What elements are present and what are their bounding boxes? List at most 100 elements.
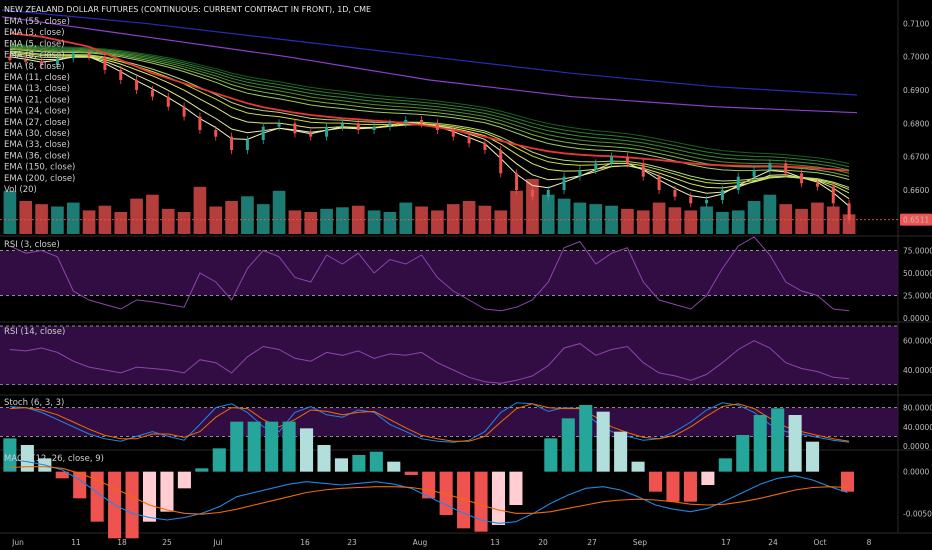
time-tick: 27 xyxy=(587,538,597,547)
price-tick: 0.7100 xyxy=(903,19,929,28)
last-price-label: 0.6511 xyxy=(903,216,929,225)
indicator-tick: 50.0000 xyxy=(903,269,932,278)
volume-bar xyxy=(557,198,571,234)
ema-8-line xyxy=(9,52,850,194)
candle-body xyxy=(736,176,740,190)
macd-hist-bar xyxy=(73,471,87,499)
volume-bar xyxy=(415,206,428,234)
volume-bar xyxy=(3,190,17,234)
macd-hist-bar xyxy=(317,445,331,472)
overbought-oversold-band xyxy=(0,250,898,296)
legend-entry: EMA (21, close) xyxy=(4,95,70,105)
macd-hist-bar xyxy=(509,471,523,505)
rsi-14-pane[interactable]: 60.0000 40.0000 xyxy=(0,325,932,386)
candle-body xyxy=(451,130,455,137)
legend-entry: EMA (8, close) xyxy=(4,62,65,72)
volume-bar xyxy=(716,212,729,234)
macd-hist-bar xyxy=(230,421,244,472)
macd-pane[interactable]: 0.0000 -0.0050 xyxy=(3,405,932,539)
last-price-tag xyxy=(900,213,932,226)
volume-bar xyxy=(367,210,381,234)
macd-hist-bar xyxy=(491,471,506,525)
volume-bar xyxy=(573,202,587,234)
candle-body xyxy=(230,136,234,150)
legend-entry: EMA (36, close) xyxy=(4,151,70,161)
candle-body xyxy=(325,126,329,137)
rsi-3-pane[interactable]: 75.0000 50.0000 25.0000 0.0000 xyxy=(0,236,932,323)
indicator-tick: -0.0050 xyxy=(903,509,932,518)
candle-body xyxy=(705,200,709,204)
stoch-pane[interactable]: 80.0000 40.0000 0.0000 xyxy=(0,402,932,451)
candle-body xyxy=(103,56,107,70)
ema-36-line xyxy=(9,43,850,164)
candle-body xyxy=(245,140,249,150)
macd-hist-bar xyxy=(631,461,645,472)
rsi-14-label: RSI (14, close) xyxy=(4,327,65,337)
macd-hist-bar xyxy=(561,418,575,472)
volume-bar xyxy=(731,210,745,234)
candle-body xyxy=(420,120,424,124)
time-tick: 23 xyxy=(347,538,357,547)
macd-line xyxy=(9,458,848,524)
time-tick: Sep xyxy=(633,538,647,547)
candle-body xyxy=(483,143,487,150)
stoch-label: Stoch (6, 3, 3) xyxy=(4,398,64,408)
volume-bar xyxy=(177,212,191,234)
time-tick: Aug xyxy=(413,538,428,547)
volume-bar xyxy=(256,204,270,234)
volume-bar xyxy=(431,210,444,234)
volume-bar xyxy=(51,206,64,234)
indicator-tick: 60.0000 xyxy=(903,337,932,346)
volume-bar xyxy=(82,210,96,234)
indicator-tick: 0.0000 xyxy=(903,314,929,323)
candle-body xyxy=(214,130,218,137)
legend-entry: EMA (13, close) xyxy=(4,84,70,94)
rsi-3-line xyxy=(9,236,850,312)
volume-bar xyxy=(320,208,333,234)
volume-bar xyxy=(351,205,365,234)
volume-bar xyxy=(763,194,777,234)
candle-body xyxy=(752,170,756,177)
volume-bar xyxy=(272,190,286,234)
ema-21-line xyxy=(9,48,850,180)
candle-body xyxy=(71,53,75,59)
price-pane[interactable] xyxy=(0,9,898,234)
candle-body xyxy=(261,126,265,140)
macd-hist-bar xyxy=(683,471,697,502)
candle-body xyxy=(673,190,677,197)
indicator-tick: 0.0000 xyxy=(903,468,929,477)
macd-hist-bar xyxy=(20,445,34,472)
volume-bar xyxy=(811,202,824,234)
volume-bar xyxy=(225,201,238,234)
macd-hist-bar xyxy=(352,455,366,472)
candle-body xyxy=(150,90,154,97)
candle-body xyxy=(800,173,804,184)
price-tick: 0.6900 xyxy=(903,86,929,95)
stoch-d-line xyxy=(9,403,850,442)
macd-hist-bar xyxy=(195,468,209,472)
time-axis[interactable]: Jun 11 18 25 Jul 16 23 Aug 13 20 27 Sep 17 24 Oct 8 xyxy=(11,538,871,547)
volume-bar xyxy=(19,201,33,234)
macd-hist-bar xyxy=(788,415,802,472)
rsi-14-line xyxy=(9,340,850,384)
volume-bar xyxy=(826,206,840,234)
legend-entry: EMA (3, close) xyxy=(4,28,65,38)
volume-bar xyxy=(541,194,555,234)
ema-ribbon xyxy=(9,43,850,207)
ema-11-line xyxy=(9,51,850,190)
macd-hist-bar xyxy=(596,411,610,472)
price-tick: 0.6600 xyxy=(903,186,929,195)
price-axis[interactable]: 0.7100 0.7000 0.6900 0.6800 0.6700 0.6600 xyxy=(903,19,929,195)
ema-33-line xyxy=(9,44,850,168)
macd-hist-bar xyxy=(840,471,855,492)
macd-hist-bar xyxy=(142,471,157,522)
macd-hist-bar xyxy=(422,471,436,499)
volume-bars xyxy=(3,179,856,234)
macd-hist-bar xyxy=(736,435,750,472)
chart-title: NEW ZEALAND DOLLAR FUTURES (CONTINUOUS: … xyxy=(4,5,371,14)
legend-entry: EMA (11, close) xyxy=(4,73,70,83)
candle-body xyxy=(499,150,503,174)
volume-bar xyxy=(636,210,650,234)
time-tick: 13 xyxy=(490,538,500,547)
volume-bar xyxy=(462,201,476,234)
